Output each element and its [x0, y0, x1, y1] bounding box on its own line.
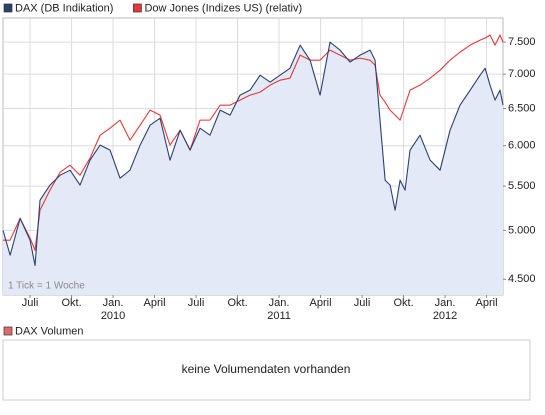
- x-tick-label: April: [476, 297, 498, 309]
- empty-message: keine Volumendaten vorhanden: [182, 362, 351, 376]
- legend: DAX (DB Indikation) Dow Jones (Indizes US…: [3, 2, 302, 14]
- x-year-label: 2011: [267, 310, 291, 322]
- axes: 4.500 5.000 5.500 6.000 6.500 7.000 7.500 Juli O…: [22, 36, 536, 322]
- x-tick-label: Juli: [22, 297, 39, 309]
- legend-swatch: [133, 3, 142, 13]
- y-tick-label: 6.000: [508, 140, 536, 152]
- legend-label: DAX (DB Indikation): [15, 2, 113, 14]
- y-tick-label: 5.500: [508, 180, 536, 192]
- note: 1 Tick = 1 Woche: [8, 281, 85, 292]
- area: [3, 42, 503, 296]
- x-tick-label: Jan.: [103, 297, 124, 309]
- x-tick-label: Jan.: [269, 297, 290, 309]
- y-tick-label: 7.000: [508, 68, 536, 80]
- x-year-label: 2012: [433, 310, 457, 322]
- x-tick-label: Okt.: [227, 297, 247, 309]
- line: [2, 41, 504, 266]
- y-tick-label: 4.500: [508, 273, 536, 285]
- x-tick-label: Juli: [354, 297, 371, 309]
- y-tick-label: 6.500: [508, 102, 536, 114]
- x-tick-label: Juli: [188, 297, 205, 309]
- plot: [2, 34, 504, 296]
- volume-panel: [2, 339, 531, 401]
- x-tick-label: Okt.: [61, 297, 81, 309]
- y-tick-label: 7.500: [508, 36, 536, 48]
- x-tick-label: April: [144, 297, 166, 309]
- x-tick-label: April: [310, 297, 332, 309]
- x-year-label: 2010: [101, 310, 125, 322]
- x-tick-label: Jan.: [435, 297, 456, 309]
- legend-label: DAX Volumen: [15, 325, 83, 337]
- legend-swatch: [3, 3, 13, 13]
- x-tick-label: Okt.: [393, 297, 413, 309]
- legend-label: Dow Jones (Indizes US) (relativ): [144, 2, 302, 14]
- legend-swatch: [3, 326, 13, 336]
- line: [3, 34, 504, 251]
- y-tick-label: 5.000: [508, 224, 536, 236]
